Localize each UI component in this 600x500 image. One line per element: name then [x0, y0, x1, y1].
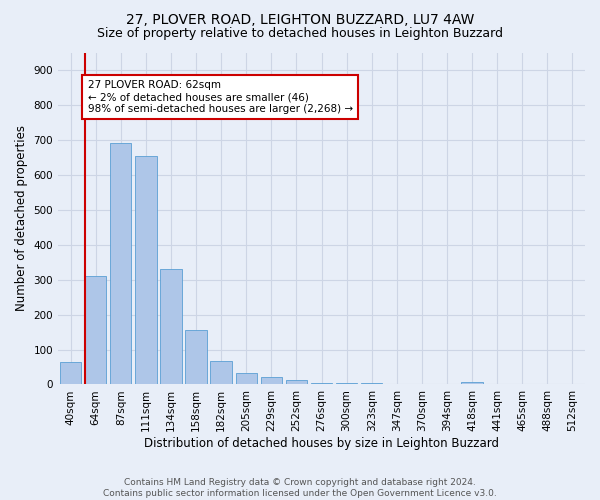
- Bar: [110, 144, 131, 384]
- Bar: [361, 382, 382, 384]
- Text: 27, PLOVER ROAD, LEIGHTON BUZZARD, LU7 4AW: 27, PLOVER ROAD, LEIGHTON BUZZARD, LU7 4…: [126, 12, 474, 26]
- Bar: [160, 269, 182, 384]
- Bar: [185, 330, 207, 384]
- Text: 27 PLOVER ROAD: 62sqm
← 2% of detached houses are smaller (46)
98% of semi-detac: 27 PLOVER ROAD: 62sqm ← 2% of detached h…: [88, 80, 353, 114]
- Bar: [311, 382, 332, 384]
- Bar: [85, 276, 106, 384]
- Bar: [60, 362, 81, 384]
- Bar: [336, 382, 357, 384]
- Bar: [211, 360, 232, 384]
- Bar: [260, 378, 282, 384]
- Bar: [135, 156, 157, 384]
- Bar: [461, 382, 483, 384]
- Bar: [236, 373, 257, 384]
- X-axis label: Distribution of detached houses by size in Leighton Buzzard: Distribution of detached houses by size …: [144, 437, 499, 450]
- Bar: [286, 380, 307, 384]
- Text: Size of property relative to detached houses in Leighton Buzzard: Size of property relative to detached ho…: [97, 28, 503, 40]
- Text: Contains HM Land Registry data © Crown copyright and database right 2024.
Contai: Contains HM Land Registry data © Crown c…: [103, 478, 497, 498]
- Y-axis label: Number of detached properties: Number of detached properties: [15, 126, 28, 312]
